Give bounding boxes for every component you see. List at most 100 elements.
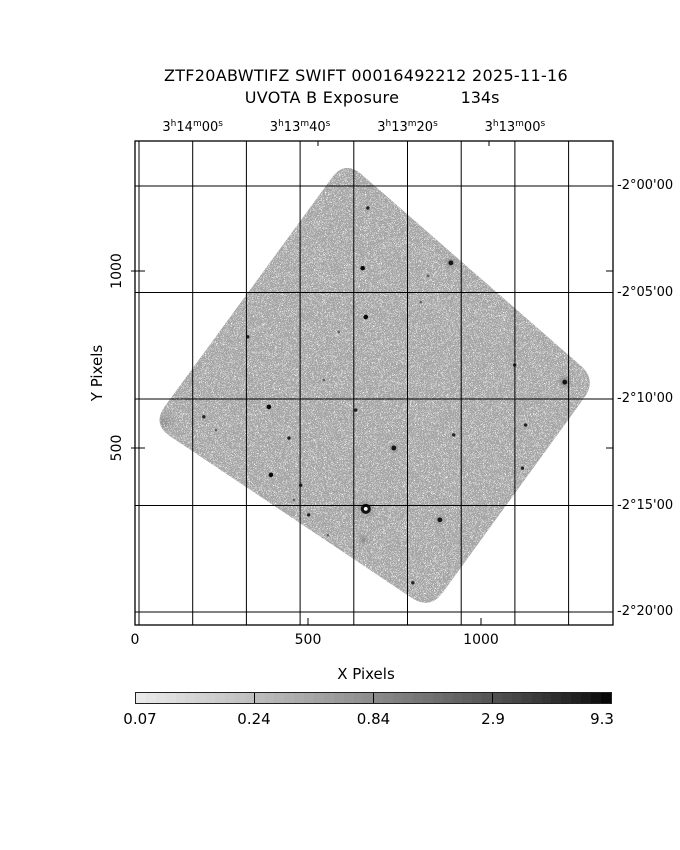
source-marker [217,325,221,329]
source-marker [411,581,415,585]
colorbar-step [136,693,146,703]
colorbar-step [600,693,611,703]
colorbar-tick-label: 0.24 [237,710,271,728]
colorbar-step [501,693,512,703]
source-marker [494,231,498,235]
source-marker [287,436,291,440]
source-marker [563,279,567,283]
colorbar-step [422,693,433,703]
colorbar-step [561,693,572,703]
source-marker [354,408,358,412]
colorbar-step [333,693,344,703]
source-marker [448,260,454,266]
colorbar-step [551,693,562,703]
sky-image-plot [131,140,614,626]
colorbar-step [304,693,315,703]
colorbar-step [541,693,552,703]
source-marker [360,265,365,271]
source-marker [391,445,397,451]
detected-sources [159,206,582,590]
source-marker [337,330,341,334]
source-marker [371,576,375,580]
colorbar-step [353,693,364,703]
colorbar-step [571,693,582,703]
colorbar-step [393,693,404,703]
colorbar-step [234,693,245,703]
colorbar-tick-label: 0.07 [123,710,157,728]
colorbar-step [175,693,186,703]
colorbar-step [215,693,226,703]
dec-tick-label: -2°05'00 [617,284,674,300]
colorbar [135,692,612,704]
colorbar-step [383,693,394,703]
colorbar-step [363,693,374,703]
colorbar-step [314,693,324,703]
source-marker [292,498,296,502]
ra-tick-label: 3h13m40s [269,119,331,135]
source-marker [246,335,250,339]
plot-title: ZTF20ABWTIFZ SWIFT 00016492212 2025-11-1… [163,66,569,85]
source-marker [426,274,430,278]
x-tick-label: 1000 [463,632,499,648]
colorbar-step [155,693,166,703]
colorbar-step [590,693,601,703]
plot-frame [134,140,614,626]
colorbar-step [244,693,255,703]
source-marker [266,404,272,410]
y-tick-label: 500 [109,434,125,462]
source-marker [363,506,368,511]
x-tick-label: 500 [294,632,322,648]
source-marker [437,517,443,523]
colorbar-step [581,693,591,703]
dec-tick-label: -2°15'00 [617,497,674,513]
colorbar-step [403,693,413,703]
colorbar-step [185,693,196,703]
colorbar-step [205,693,216,703]
plot-subtitle-filter: UVOTA B Exposure [244,88,400,107]
source-marker [363,314,369,320]
y-tick-label: 1000 [109,253,125,289]
colorbar-step [225,693,235,703]
dec-tick-label: -2°10'00 [617,391,674,406]
colorbar-step [492,693,502,703]
colorbar-step [195,693,206,703]
dec-tick-label: -2°00'00 [617,178,674,193]
colorbar-step [165,693,176,703]
colorbar-step [254,693,265,703]
colorbar-step [511,693,522,703]
source-marker [577,298,582,302]
ra-tick-label: 3h13m20s [377,119,438,135]
colorbar-tick-label: 0.84 [356,710,391,728]
source-marker [366,206,370,210]
source-marker [236,483,240,487]
colorbar-step [412,693,423,703]
colorbar-divider [373,693,374,703]
ra-tick-label: 3h13m00s [484,119,546,135]
source-marker [202,415,206,419]
source-marker [355,532,372,549]
colorbar-step [442,693,453,703]
y-axis-title: Y Pixels [88,344,106,402]
source-marker [322,378,326,382]
colorbar-step [531,693,542,703]
colorbar-step [145,693,156,703]
noise-texture [159,167,590,603]
colorbar-divider [254,693,256,703]
colorbar-step [373,693,384,703]
source-marker [562,379,568,385]
colorbar-step [323,693,334,703]
exposure-image [159,167,590,603]
colorbar-step [274,693,285,703]
colorbar-step [284,693,295,703]
colorbar-tick-label: 2.9 [481,710,505,728]
colorbar-tick-label: 9.3 [590,710,614,728]
source-marker [214,428,218,432]
colorbar-step [521,693,532,703]
colorbar-step [343,693,354,703]
x-tick-label: 0 [130,632,140,648]
colorbar-step [462,693,473,703]
colorbar-step [264,693,275,703]
axis-ticks [131,141,613,625]
colorbar-divider [491,693,493,703]
